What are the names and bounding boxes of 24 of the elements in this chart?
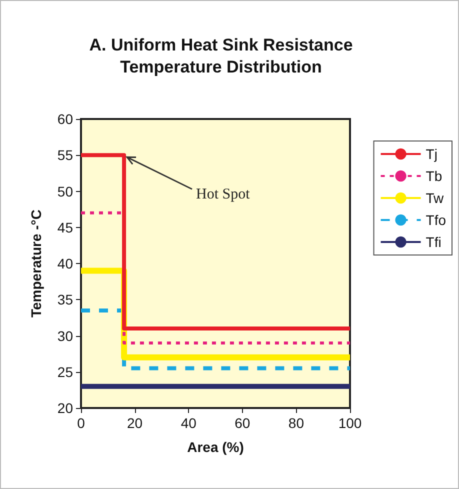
y-tick-label: 25 <box>57 364 74 380</box>
y-axis-title: Temperature -°C <box>28 209 44 318</box>
y-tick-label: 60 <box>57 111 74 127</box>
y-tick-label: 40 <box>57 256 74 272</box>
x-axis-title: Area (%) <box>187 439 244 455</box>
legend-label: Tj <box>426 146 438 162</box>
x-tick-label: 100 <box>338 415 362 431</box>
x-tick-label: 60 <box>234 415 250 431</box>
annotation: Hot Spot <box>196 186 251 203</box>
x-tick-label: 20 <box>127 415 143 431</box>
legend-label: Tw <box>426 190 445 206</box>
y-tick-label: 30 <box>57 328 74 344</box>
legend-label: Tb <box>426 168 442 184</box>
x-tick-label: 40 <box>180 415 197 431</box>
legend-label: Tfi <box>426 234 442 250</box>
x-tick-label: 0 <box>77 415 86 431</box>
y-tick-label: 20 <box>57 400 74 416</box>
y-tick-label: 55 <box>57 147 74 164</box>
chart-title: A. Uniform Heat Sink Resistance Temperature Distribution <box>89 36 353 76</box>
x-tick-label: 80 <box>288 415 304 431</box>
y-tick-label: 45 <box>57 219 74 236</box>
y-tick-label: 35 <box>57 292 74 308</box>
legend-label: Tfo <box>426 212 446 228</box>
y-tick-label: 50 <box>57 183 74 200</box>
